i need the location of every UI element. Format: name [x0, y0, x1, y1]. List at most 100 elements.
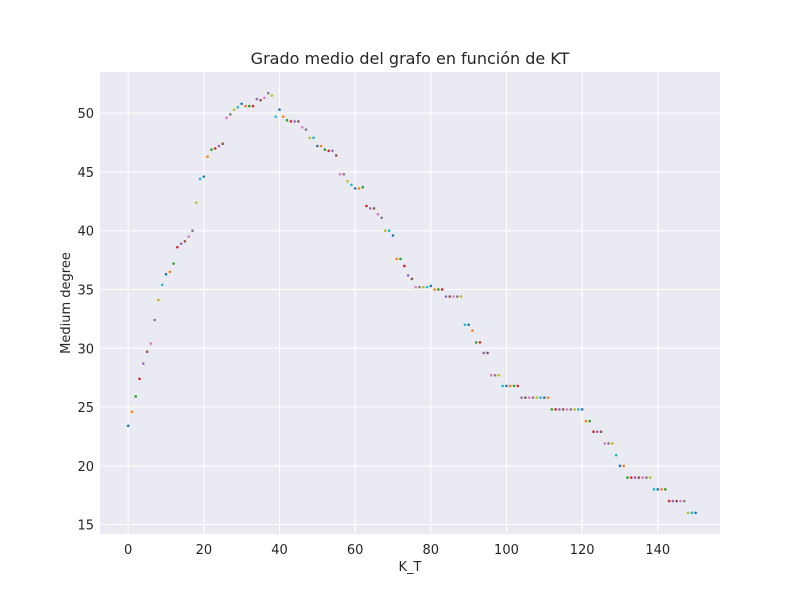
data-point [232, 108, 236, 111]
data-point [304, 128, 308, 131]
data-point [213, 147, 217, 150]
data-point [542, 396, 546, 399]
data-point [675, 499, 678, 503]
x-tick-label: 40 [271, 543, 288, 558]
data-point [372, 207, 376, 210]
data-point [138, 377, 141, 381]
data-point [531, 396, 535, 399]
data-point [225, 116, 228, 120]
data-point [595, 430, 599, 434]
data-point [172, 262, 175, 265]
data-point [244, 104, 247, 108]
data-point [490, 373, 493, 377]
data-point [527, 396, 531, 399]
data-point [474, 341, 478, 344]
data-point [300, 125, 304, 129]
x-tick-label: 140 [645, 543, 670, 558]
data-point [569, 408, 573, 411]
y-tick-label: 40 [77, 225, 94, 240]
data-point [633, 476, 637, 479]
y-tick-label: 30 [77, 342, 94, 357]
data-point [368, 207, 372, 210]
data-point [452, 295, 455, 298]
data-point [524, 396, 527, 399]
data-point [478, 341, 482, 344]
data-point [599, 430, 603, 434]
y-tick-label: 50 [77, 107, 94, 122]
data-point [168, 270, 172, 274]
data-point [240, 102, 243, 106]
data-point [656, 488, 660, 491]
data-point [380, 216, 383, 220]
data-point [130, 410, 134, 414]
data-point [179, 242, 183, 245]
data-point [410, 277, 414, 281]
data-point [550, 408, 554, 411]
data-point [274, 115, 278, 118]
data-point [637, 476, 641, 479]
data-point [565, 408, 569, 411]
data-point [236, 105, 240, 109]
data-point [251, 104, 255, 108]
data-point [206, 155, 209, 158]
data-point [577, 408, 580, 411]
data-point [444, 295, 448, 298]
data-point [387, 229, 391, 233]
data-point [319, 144, 323, 148]
data-point [558, 408, 561, 411]
data-point [183, 239, 187, 243]
data-point [134, 395, 138, 398]
y-tick-label: 35 [77, 283, 94, 298]
data-point [323, 148, 327, 151]
data-point [486, 351, 489, 355]
data-point [221, 142, 225, 146]
y-tick-label: 20 [77, 460, 94, 475]
data-point [176, 245, 179, 249]
data-point [338, 172, 342, 176]
data-point [247, 104, 251, 108]
data-point [652, 488, 656, 491]
data-point [671, 499, 675, 503]
data-point [501, 384, 504, 388]
data-point [592, 430, 595, 434]
data-point [334, 154, 338, 157]
data-point [471, 329, 474, 332]
data-point [342, 172, 346, 176]
data-point [350, 183, 353, 187]
data-point [682, 499, 686, 503]
data-point [270, 94, 274, 97]
y-axis-label: Medium degree [59, 252, 74, 354]
data-point [297, 120, 300, 123]
data-point [618, 464, 622, 468]
data-point [512, 384, 516, 388]
data-point [535, 396, 539, 399]
data-point [588, 419, 591, 423]
data-point [285, 118, 289, 122]
data-point [164, 272, 168, 276]
data-point [437, 288, 440, 291]
data-point [641, 476, 644, 479]
y-tick-label: 15 [77, 519, 94, 534]
chart-title: Grado medio del grafo en función de KT [251, 49, 570, 68]
data-point [463, 323, 467, 327]
data-point [391, 234, 395, 237]
data-point [259, 98, 262, 102]
data-point [395, 257, 399, 261]
data-point [149, 342, 153, 345]
data-point [425, 285, 429, 289]
x-tick-label: 120 [570, 543, 595, 558]
data-point [210, 148, 213, 151]
data-point [191, 229, 194, 233]
data-point [622, 464, 626, 468]
data-point [508, 384, 512, 388]
data-point [448, 295, 452, 298]
data-point [603, 442, 607, 445]
data-point [539, 396, 542, 399]
x-tick-label: 60 [347, 543, 364, 558]
data-point [580, 408, 584, 411]
data-point [308, 136, 312, 140]
data-point [187, 235, 191, 238]
data-point [433, 288, 436, 291]
data-point [403, 264, 406, 268]
data-point [664, 488, 667, 491]
